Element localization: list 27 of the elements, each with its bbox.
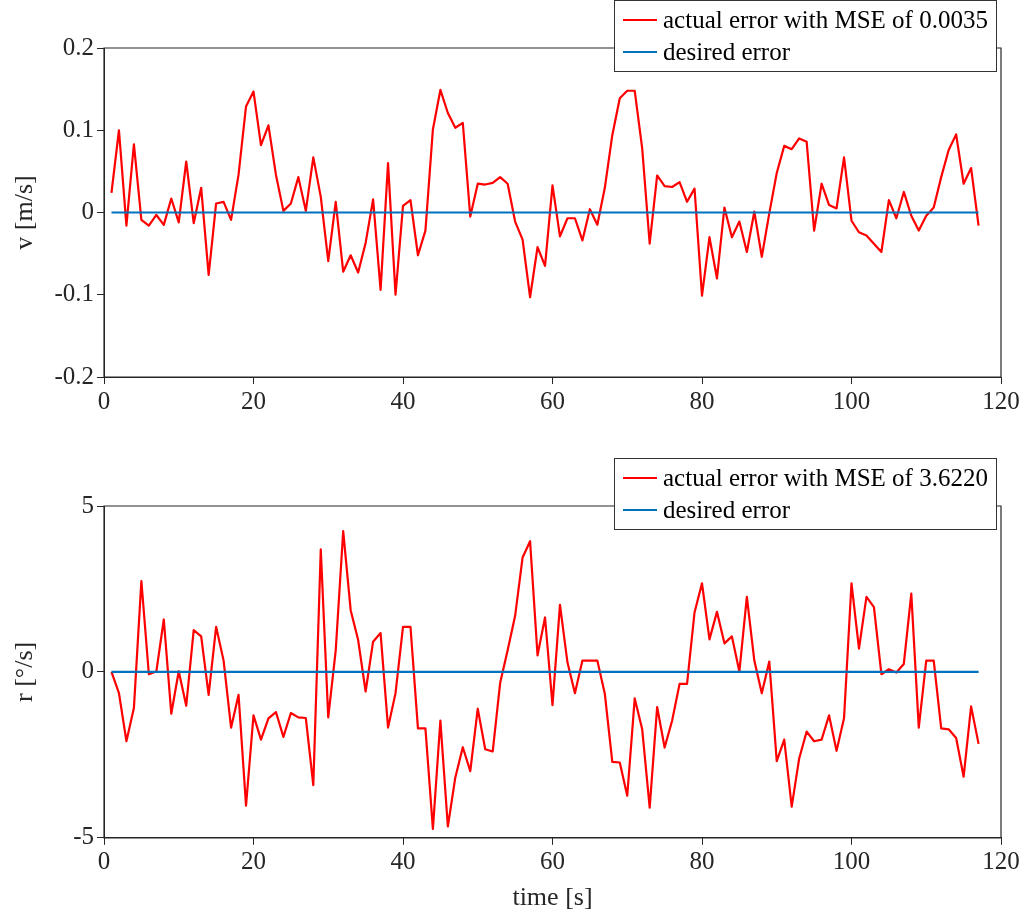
x-tick-label: 40	[390, 386, 416, 414]
y-tick-label: 0	[81, 656, 94, 684]
y-axis-title: v [m/s]	[9, 175, 39, 250]
x-tick-label: 100	[832, 847, 871, 875]
y-tick-label: -5	[73, 822, 94, 850]
y-tick-label: 5	[81, 490, 94, 518]
y-tick-label: 0.2	[62, 32, 94, 60]
x-tick-label: 40	[390, 847, 416, 875]
y-tick-label: -0.2	[54, 361, 94, 389]
x-tick-label: 20	[241, 386, 266, 414]
legend-label: desired error	[663, 495, 791, 525]
x-tick-label: 120	[982, 386, 1020, 414]
x-tick-label: 100	[832, 386, 871, 414]
y-axis-title: r [°/s]	[9, 641, 39, 703]
x-tick-label: 80	[689, 847, 715, 875]
y-tick-label: -0.1	[54, 279, 94, 307]
x-tick-label: 60	[540, 386, 565, 414]
x-tick-label: 20	[241, 847, 266, 875]
y-tick-label: 0.1	[62, 114, 94, 142]
x-tick-label: 120	[982, 847, 1020, 875]
y-tick-label: 0	[81, 197, 94, 225]
legend-label: desired error	[663, 37, 791, 67]
x-axis-title: time [s]	[512, 882, 593, 912]
legend-label: actual error with MSE of 3.6220	[663, 463, 988, 493]
x-tick-label: 60	[540, 847, 565, 875]
legend-label: actual error with MSE of 0.0035	[663, 5, 988, 35]
x-tick-label: 80	[689, 386, 715, 414]
